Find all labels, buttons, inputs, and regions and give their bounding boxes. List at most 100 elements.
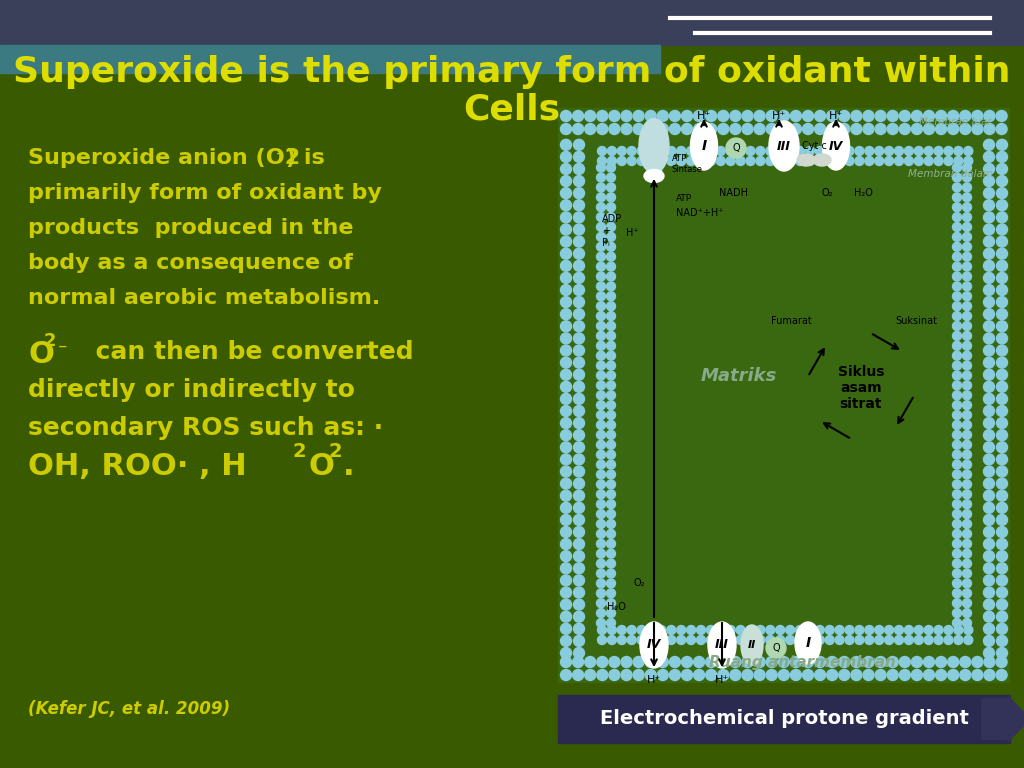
Circle shape bbox=[667, 625, 676, 634]
Text: primarily form of oxidant by: primarily form of oxidant by bbox=[28, 183, 382, 203]
Circle shape bbox=[895, 635, 903, 644]
Circle shape bbox=[597, 381, 605, 390]
Circle shape bbox=[963, 569, 972, 578]
Circle shape bbox=[963, 559, 972, 568]
Circle shape bbox=[983, 248, 994, 260]
Circle shape bbox=[573, 176, 585, 187]
Circle shape bbox=[983, 575, 994, 586]
Circle shape bbox=[766, 657, 777, 667]
Circle shape bbox=[766, 124, 777, 134]
Circle shape bbox=[963, 440, 972, 449]
Circle shape bbox=[952, 371, 962, 380]
Circle shape bbox=[560, 406, 571, 416]
Circle shape bbox=[573, 296, 585, 308]
Circle shape bbox=[983, 599, 994, 610]
Text: directly or indirectly to: directly or indirectly to bbox=[28, 378, 355, 402]
Circle shape bbox=[560, 248, 571, 260]
Circle shape bbox=[952, 223, 962, 231]
Circle shape bbox=[885, 147, 894, 155]
Circle shape bbox=[637, 625, 646, 634]
Circle shape bbox=[560, 430, 571, 441]
Circle shape bbox=[606, 529, 615, 538]
Circle shape bbox=[952, 519, 962, 528]
Circle shape bbox=[645, 124, 656, 134]
Circle shape bbox=[983, 393, 994, 405]
Circle shape bbox=[647, 625, 656, 634]
Ellipse shape bbox=[797, 154, 815, 166]
Circle shape bbox=[667, 147, 676, 155]
Circle shape bbox=[606, 203, 615, 212]
Circle shape bbox=[972, 657, 983, 667]
Circle shape bbox=[996, 224, 1008, 235]
Circle shape bbox=[825, 157, 835, 165]
Circle shape bbox=[606, 163, 615, 172]
Text: O₂: O₂ bbox=[821, 188, 833, 198]
Circle shape bbox=[597, 391, 605, 400]
Circle shape bbox=[785, 157, 795, 165]
Circle shape bbox=[573, 369, 585, 380]
Circle shape bbox=[606, 332, 615, 340]
Circle shape bbox=[963, 599, 972, 607]
Circle shape bbox=[606, 351, 615, 360]
Circle shape bbox=[885, 157, 894, 165]
Bar bbox=[0, 0, 1024, 45]
Circle shape bbox=[560, 442, 571, 453]
Circle shape bbox=[573, 273, 585, 283]
Circle shape bbox=[778, 111, 790, 121]
Circle shape bbox=[560, 111, 571, 121]
Text: products  produced in the: products produced in the bbox=[28, 218, 353, 238]
Circle shape bbox=[876, 124, 886, 134]
Circle shape bbox=[597, 450, 605, 459]
Circle shape bbox=[963, 262, 972, 271]
Circle shape bbox=[876, 670, 886, 680]
Circle shape bbox=[796, 635, 805, 644]
Circle shape bbox=[983, 551, 994, 561]
Circle shape bbox=[983, 466, 994, 477]
Circle shape bbox=[845, 147, 854, 155]
Circle shape bbox=[597, 173, 605, 182]
Circle shape bbox=[573, 515, 585, 525]
Circle shape bbox=[796, 147, 805, 155]
Circle shape bbox=[778, 670, 790, 680]
Circle shape bbox=[682, 111, 692, 121]
Circle shape bbox=[573, 309, 585, 319]
Circle shape bbox=[730, 111, 741, 121]
Circle shape bbox=[670, 111, 680, 121]
Text: III: III bbox=[777, 140, 791, 153]
Circle shape bbox=[825, 147, 835, 155]
Circle shape bbox=[606, 302, 615, 311]
Circle shape bbox=[597, 233, 605, 241]
Circle shape bbox=[899, 124, 910, 134]
Text: I: I bbox=[701, 139, 707, 153]
Circle shape bbox=[637, 157, 646, 165]
Circle shape bbox=[560, 236, 571, 247]
Circle shape bbox=[963, 381, 972, 390]
Circle shape bbox=[952, 411, 962, 419]
Circle shape bbox=[606, 490, 615, 498]
Circle shape bbox=[983, 357, 994, 368]
Circle shape bbox=[657, 657, 669, 667]
Circle shape bbox=[952, 322, 962, 330]
Circle shape bbox=[597, 124, 608, 134]
Circle shape bbox=[959, 670, 971, 680]
Circle shape bbox=[606, 381, 615, 390]
Circle shape bbox=[606, 549, 615, 558]
Circle shape bbox=[606, 430, 615, 439]
Circle shape bbox=[996, 111, 1007, 121]
Circle shape bbox=[836, 625, 844, 634]
Circle shape bbox=[597, 157, 606, 165]
Circle shape bbox=[560, 635, 571, 647]
Circle shape bbox=[983, 454, 994, 465]
Circle shape bbox=[597, 440, 605, 449]
Circle shape bbox=[766, 638, 786, 658]
Circle shape bbox=[983, 260, 994, 271]
Circle shape bbox=[718, 124, 729, 134]
Circle shape bbox=[885, 625, 894, 634]
Circle shape bbox=[560, 321, 571, 332]
Circle shape bbox=[573, 466, 585, 477]
Circle shape bbox=[952, 430, 962, 439]
Circle shape bbox=[606, 421, 615, 429]
Circle shape bbox=[766, 111, 777, 121]
Circle shape bbox=[647, 147, 656, 155]
Circle shape bbox=[633, 124, 644, 134]
